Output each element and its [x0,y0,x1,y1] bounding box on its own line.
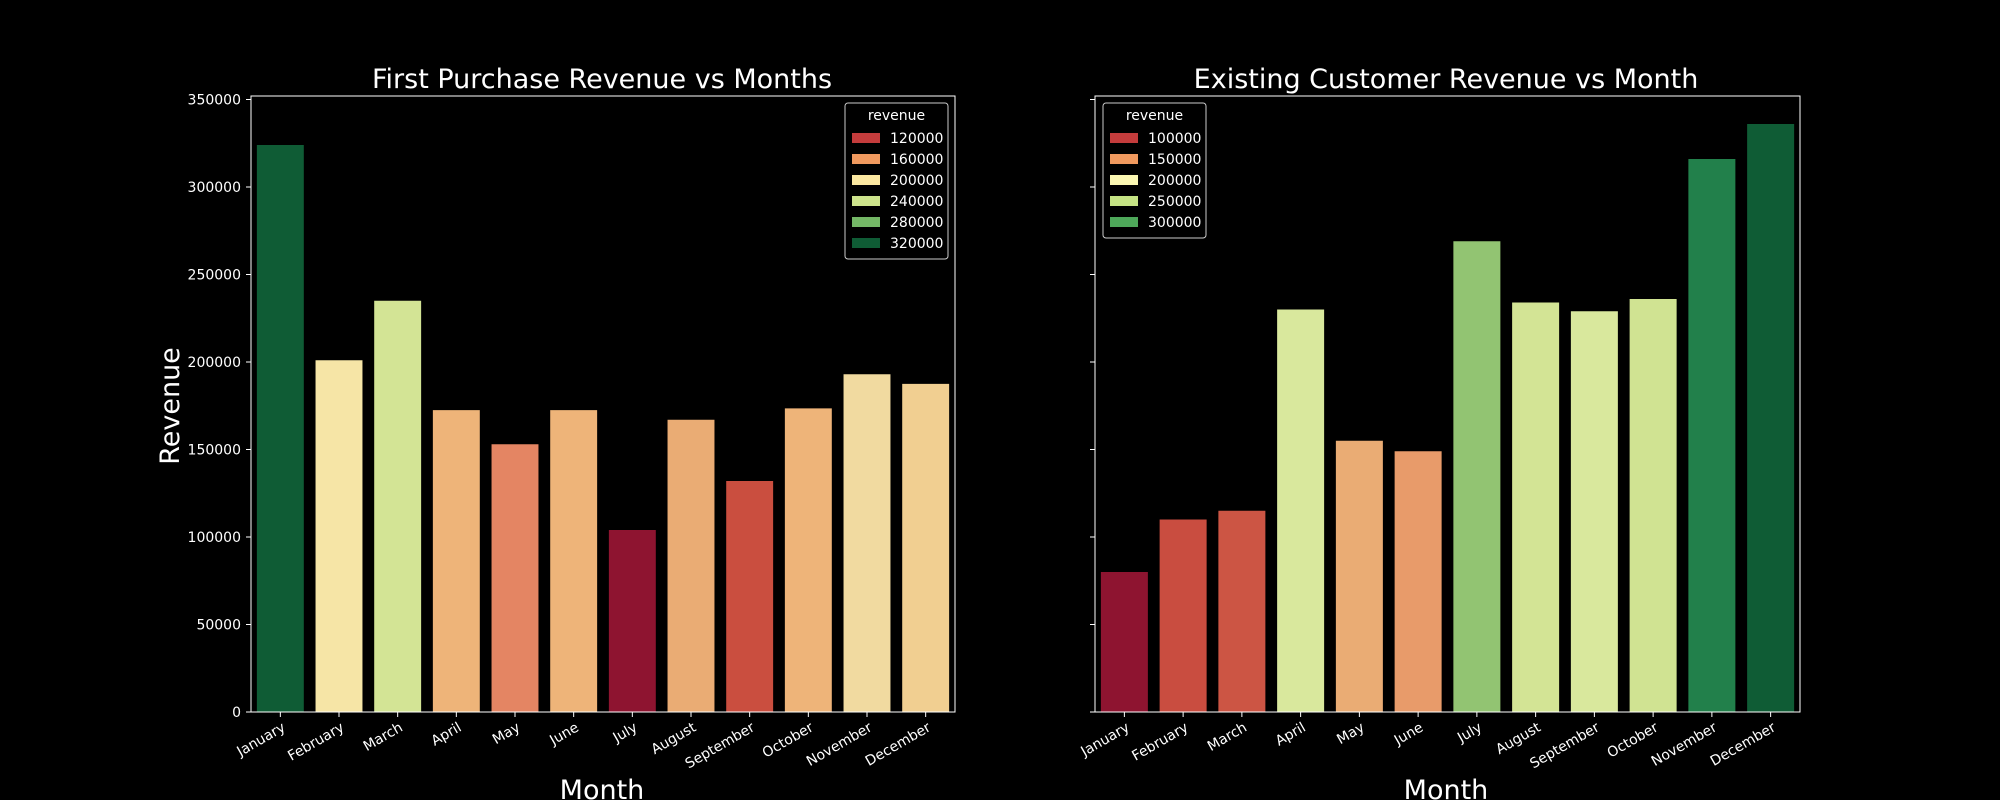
bar-july [608,530,656,712]
legend: revenue 120000 160000 200000 240000 280000 320… [844,102,949,260]
chart-existing-customer: Existing Customer Revenue vs Month Month… [1078,64,1801,800]
bar-april [1277,309,1325,712]
x-tick-label: May [1334,720,1367,748]
chart-title: Existing Customer Revenue vs Month [1194,64,1699,95]
y-tick-label: 250000 [188,268,241,284]
bar-december [1747,124,1795,712]
y-tick-label: 0 [232,705,241,721]
bar-march [1218,510,1266,712]
bar-january [256,145,304,712]
y-axis-label: Revenue [155,347,186,465]
bar-april [432,410,480,712]
axes-frame [1094,95,1801,713]
legend-label: 150000 [1148,152,1201,168]
legend-label: 200000 [890,173,943,189]
bar-august [1512,302,1560,712]
x-tick-label: February [1129,720,1191,765]
legend-swatch [852,217,880,227]
legend-swatch [852,133,880,143]
x-axis-label: Month [1404,775,1489,800]
bar-july [1453,241,1501,712]
legend-swatch [1110,196,1138,206]
bar-january [1100,572,1148,712]
legend-label: 200000 [1148,173,1201,189]
y-tick-label: 100000 [188,530,241,546]
legend-label: 250000 [1148,194,1201,210]
x-tick-label: June [1391,720,1426,750]
bar-february [1159,519,1207,712]
x-tick-label: May [490,720,523,748]
legend-title: revenue [1126,108,1183,124]
bar-may [1335,440,1383,712]
bar-june [1394,451,1442,712]
legend-label: 160000 [890,152,943,168]
x-tick-label: April [429,720,465,750]
legend-swatch [852,175,880,185]
x-tick-label: June [546,720,581,750]
bar-june [550,410,598,712]
chart-first-purchase: First Purchase Revenue vs Months Revenue… [155,64,956,800]
x-tick-label: December [863,719,934,769]
legend-swatch [852,196,880,206]
legend-label: 100000 [1148,131,1201,147]
x-tick-label: December [1708,719,1779,769]
x-tick-label: November [804,719,875,769]
bar-november [1688,159,1736,712]
legend-swatch [1110,175,1138,185]
x-tick-label: March [1205,720,1250,755]
legend: revenue 100000 150000 200000 250000 300000 [1102,102,1207,239]
bar-february [315,360,363,712]
legend-label: 320000 [890,236,943,252]
bar-september [726,481,774,712]
legend-label: 280000 [890,215,943,231]
x-tick-label: April [1273,720,1309,750]
legend-label: 240000 [890,194,943,210]
legend-label: 300000 [1148,215,1201,231]
x-tick-label: July [610,720,641,747]
y-tick-label: 200000 [188,355,241,371]
legend-label: 120000 [890,131,943,147]
x-tick-label: January [234,720,289,761]
y-tick-label: 300000 [188,180,241,196]
chart-title: First Purchase Revenue vs Months [372,64,832,95]
x-tick-label: November [1649,719,1720,769]
bar-november [843,374,891,712]
x-axis-label: Month [560,775,645,800]
legend-swatch [1110,133,1138,143]
bar-may [491,444,539,712]
x-tick-label: February [285,720,347,765]
y-tick-label: 150000 [188,443,241,459]
x-tick-label: January [1078,720,1133,761]
legend-swatch [852,238,880,248]
legend-swatch [852,154,880,164]
y-tick-label: 350000 [188,93,241,109]
bar-october [1629,299,1677,712]
bar-august [667,419,715,712]
y-tick-label: 50000 [196,618,241,634]
axes-frame [250,95,956,713]
bar-september [1570,311,1618,712]
bar-december [902,383,950,712]
legend-title: revenue [868,108,925,124]
legend-swatch [1110,217,1138,227]
bar-october [784,408,832,712]
x-tick-label: July [1454,720,1485,747]
bar-march [374,300,422,712]
legend-swatch [1110,154,1138,164]
x-tick-label: March [361,720,406,755]
